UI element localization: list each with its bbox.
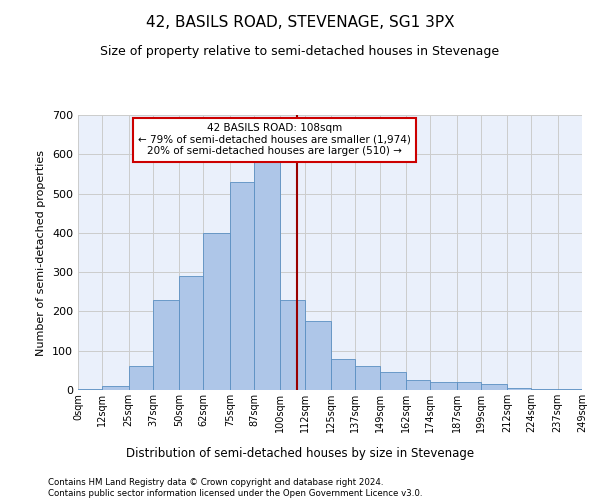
- Bar: [532, 389, 558, 390]
- Bar: [128, 366, 153, 390]
- Text: Size of property relative to semi-detached houses in Stevenage: Size of property relative to semi-detach…: [100, 45, 500, 58]
- Bar: [406, 380, 430, 390]
- Bar: [203, 233, 230, 390]
- Text: 42 BASILS ROAD: 108sqm
← 79% of semi-detached houses are smaller (1,974)
20% of : 42 BASILS ROAD: 108sqm ← 79% of semi-det…: [138, 123, 411, 156]
- Bar: [355, 366, 380, 390]
- Bar: [481, 384, 507, 390]
- Bar: [280, 300, 305, 390]
- Bar: [331, 358, 355, 390]
- Bar: [254, 162, 280, 390]
- Bar: [430, 382, 457, 390]
- Text: 42, BASILS ROAD, STEVENAGE, SG1 3PX: 42, BASILS ROAD, STEVENAGE, SG1 3PX: [146, 15, 454, 30]
- Y-axis label: Number of semi-detached properties: Number of semi-detached properties: [37, 150, 46, 356]
- Text: Distribution of semi-detached houses by size in Stevenage: Distribution of semi-detached houses by …: [126, 448, 474, 460]
- Bar: [380, 372, 406, 390]
- Bar: [102, 386, 128, 390]
- Bar: [153, 300, 179, 390]
- Bar: [558, 389, 582, 390]
- Bar: [179, 276, 203, 390]
- Bar: [78, 389, 102, 390]
- Bar: [230, 182, 254, 390]
- Text: Contains HM Land Registry data © Crown copyright and database right 2024.
Contai: Contains HM Land Registry data © Crown c…: [48, 478, 422, 498]
- Bar: [507, 388, 532, 390]
- Bar: [457, 382, 481, 390]
- Bar: [305, 322, 331, 390]
